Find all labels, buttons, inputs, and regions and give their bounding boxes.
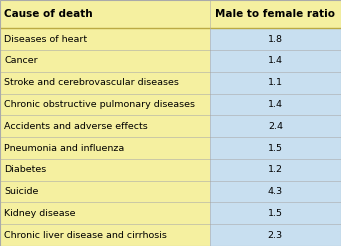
Bar	[0, 28, 210, 50]
Text: 1.4: 1.4	[268, 100, 283, 109]
Bar	[210, 202, 341, 224]
Text: 2.3: 2.3	[268, 231, 283, 240]
Text: Suicide: Suicide	[4, 187, 39, 196]
Text: 2.4: 2.4	[268, 122, 283, 131]
Bar	[210, 115, 341, 137]
Bar	[0, 224, 210, 246]
Bar	[0, 202, 210, 224]
Text: Kidney disease: Kidney disease	[4, 209, 76, 218]
Text: Cancer: Cancer	[4, 56, 38, 65]
Bar	[210, 181, 341, 202]
Text: 1.8: 1.8	[268, 35, 283, 44]
Bar	[210, 137, 341, 159]
Text: 1.2: 1.2	[268, 165, 283, 174]
Text: Cause of death: Cause of death	[4, 9, 93, 19]
Bar	[0, 93, 210, 115]
Bar	[0, 50, 210, 72]
Text: 4.3: 4.3	[268, 187, 283, 196]
Bar	[210, 72, 341, 93]
Text: 1.1: 1.1	[268, 78, 283, 87]
Text: Diseases of heart: Diseases of heart	[4, 35, 87, 44]
Bar	[0, 137, 210, 159]
Bar	[0, 181, 210, 202]
Text: 1.5: 1.5	[268, 143, 283, 153]
Bar	[210, 224, 341, 246]
Bar	[210, 28, 341, 50]
Bar	[210, 159, 341, 181]
Text: Pneumonia and influenza: Pneumonia and influenza	[4, 143, 124, 153]
Bar	[210, 93, 341, 115]
Text: Chronic liver disease and cirrhosis: Chronic liver disease and cirrhosis	[4, 231, 167, 240]
Text: 1.5: 1.5	[268, 209, 283, 218]
Bar	[0, 0, 341, 28]
Text: Stroke and cerebrovascular diseases: Stroke and cerebrovascular diseases	[4, 78, 179, 87]
Text: Male to female ratio: Male to female ratio	[216, 9, 335, 19]
Text: 1.4: 1.4	[268, 56, 283, 65]
Bar	[0, 72, 210, 93]
Bar	[0, 115, 210, 137]
Bar	[210, 50, 341, 72]
Text: Diabetes: Diabetes	[4, 165, 46, 174]
Text: Accidents and adverse effects: Accidents and adverse effects	[4, 122, 148, 131]
Text: Chronic obstructive pulmonary diseases: Chronic obstructive pulmonary diseases	[4, 100, 195, 109]
Bar	[0, 159, 210, 181]
